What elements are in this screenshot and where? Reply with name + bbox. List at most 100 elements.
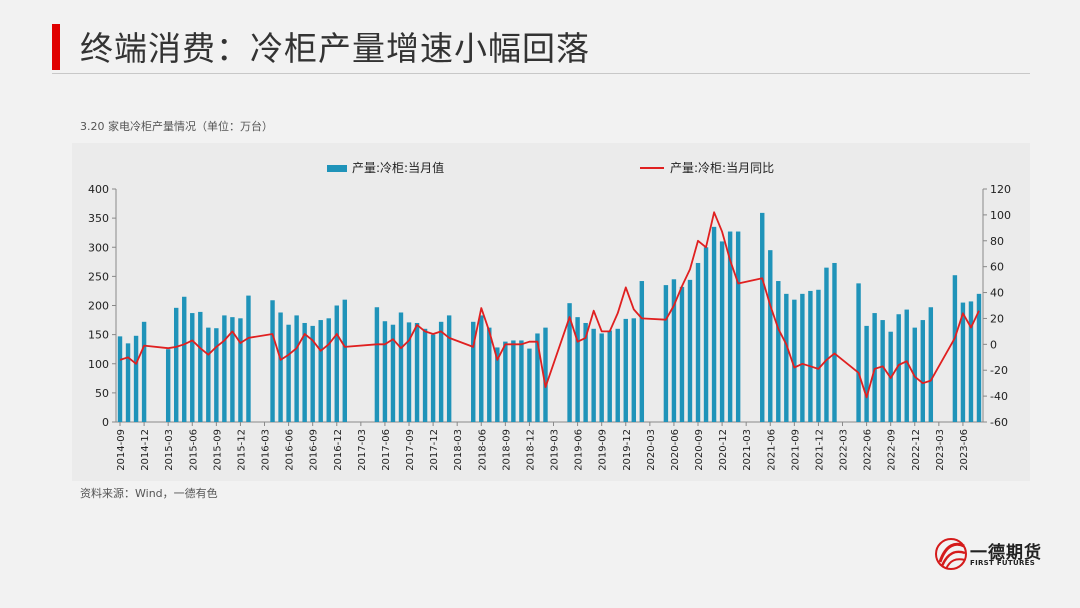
bar: [976, 293, 982, 422]
bar: [695, 262, 701, 422]
bar: [832, 262, 837, 422]
bar: [471, 321, 476, 422]
x-tick-label: 2017-03: [357, 429, 368, 471]
x-tick-label: 2021-03: [742, 429, 753, 471]
bar: [125, 343, 131, 422]
bar: [904, 309, 909, 422]
x-tick-label: 2014-09: [116, 429, 127, 471]
bar: [735, 231, 741, 422]
x-tick-label: 2022-03: [839, 429, 850, 471]
bar: [527, 348, 532, 422]
bar: [687, 279, 693, 422]
bar: [302, 322, 307, 422]
bar: [575, 317, 580, 422]
x-tick-label: 2017-09: [405, 429, 416, 471]
bar: [374, 307, 380, 422]
bar: [543, 327, 548, 422]
x-tick-label: 2019-09: [598, 429, 609, 471]
x-tick-label: 2015-09: [212, 429, 223, 471]
bar: [784, 293, 789, 422]
y-left-tick-label: 200: [88, 300, 109, 313]
x-tick-label: 2014-12: [140, 429, 151, 471]
bar: [446, 315, 452, 422]
y-left-tick-label: 150: [88, 329, 109, 342]
title-divider: [52, 73, 1030, 74]
logo-name-cn: 一德期货: [970, 543, 1042, 563]
bar: [928, 307, 934, 422]
bar: [920, 320, 925, 422]
bar: [663, 285, 669, 422]
x-tick-label: 2018-03: [453, 429, 464, 471]
bar: [198, 311, 203, 422]
x-tick-label: 2015-12: [236, 429, 247, 471]
x-tick-label: 2018-09: [501, 429, 512, 471]
bar: [960, 302, 966, 422]
y-right-tick-label: -60: [990, 416, 1008, 429]
y-right-tick-label: 100: [990, 209, 1011, 222]
bar: [623, 318, 628, 422]
y-left-tick-label: 50: [95, 387, 109, 400]
bar: [342, 299, 347, 422]
bar: [519, 340, 524, 422]
bar: [294, 315, 299, 422]
bar: [438, 321, 444, 422]
bar: [872, 313, 877, 422]
title-accent-bar: [52, 24, 60, 70]
bar: [952, 275, 958, 422]
bar: [671, 279, 677, 422]
bar: [495, 347, 500, 422]
y-left-tick-label: 350: [88, 212, 109, 225]
bar: [711, 226, 717, 422]
bar: [856, 283, 861, 422]
y-right-tick-label: 80: [990, 235, 1004, 248]
legend-bar-label: 产量:冷柜:当月值: [352, 160, 444, 175]
legend-line-label: 产量:冷柜:当月同比: [670, 161, 774, 175]
bar: [824, 267, 829, 422]
y-right-tick-label: 20: [990, 312, 1004, 325]
y-right-tick-label: -40: [990, 390, 1008, 403]
bar: [567, 303, 572, 422]
bar: [165, 349, 171, 422]
bar: [398, 312, 404, 422]
bar: [430, 334, 436, 422]
x-tick-label: 2019-03: [550, 429, 561, 471]
bar: [278, 312, 283, 422]
bar: [864, 325, 869, 422]
chart-axes: 0 50 100 150 200 250 300 350 400 -60 -40 -20 0 20 40 60…: [88, 183, 1011, 471]
page-title: 终端消费：冷柜产量增速小幅回落: [80, 29, 590, 68]
bar: [703, 247, 709, 422]
x-tick-label: 2018-12: [525, 429, 536, 471]
bar: [535, 333, 540, 422]
bar: [310, 325, 315, 422]
x-tick-label: 2015-03: [164, 429, 175, 471]
x-tick-label: 2016-03: [261, 429, 272, 471]
bar: [679, 286, 685, 422]
bar: [487, 327, 492, 422]
bar: [631, 318, 636, 422]
bar: [479, 315, 484, 422]
x-tick-label: 2020-06: [670, 429, 681, 471]
x-tick-label: 2022-09: [887, 429, 898, 471]
logo-name-en: FIRST FUTURES: [970, 559, 1036, 567]
bar: [214, 328, 219, 422]
bar: [768, 250, 773, 422]
x-tick-label: 2018-06: [477, 429, 488, 471]
bar-series: [117, 212, 982, 422]
bar: [896, 314, 901, 422]
x-tick-label: 2023-06: [959, 429, 970, 471]
bar: [776, 281, 781, 422]
bar: [246, 295, 251, 422]
bar: [117, 336, 123, 422]
bar: [639, 281, 645, 422]
bar: [792, 299, 797, 422]
company-logo: 一德期货 FIRST FUTURES: [934, 536, 1041, 576]
bar: [182, 296, 187, 422]
combo-chart: 产量:冷柜:当月值 产量:冷柜:当月同比 0501001502002503003…: [88, 160, 1011, 471]
bar: [334, 305, 339, 422]
bar: [727, 231, 733, 422]
bar: [422, 328, 428, 422]
y-right-tick-label: -20: [990, 364, 1008, 377]
x-tick-label: 2017-06: [381, 429, 392, 471]
x-tick-label: 2016-12: [333, 429, 344, 471]
x-tick-label: 2021-06: [766, 429, 777, 471]
